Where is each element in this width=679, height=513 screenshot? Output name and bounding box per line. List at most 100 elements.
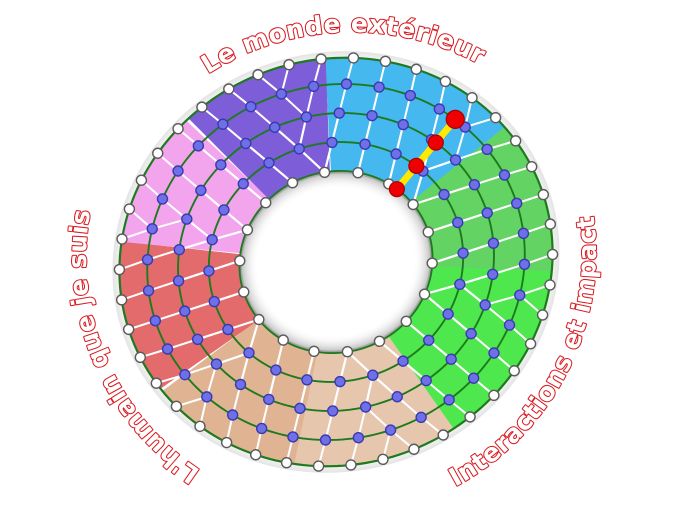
ring-node[interactable] xyxy=(255,422,268,435)
ring-node[interactable] xyxy=(443,394,455,406)
ring-node[interactable] xyxy=(172,275,185,287)
ring-node[interactable] xyxy=(277,334,289,346)
ring-node[interactable] xyxy=(465,327,477,340)
ring-node[interactable] xyxy=(172,122,184,135)
ring-node[interactable] xyxy=(269,121,281,133)
ring-node[interactable] xyxy=(283,58,295,71)
ring-node[interactable] xyxy=(422,226,434,238)
ring-node[interactable] xyxy=(466,92,478,104)
ring-node[interactable] xyxy=(270,364,282,376)
ring-node[interactable] xyxy=(415,411,427,423)
ring-node[interactable] xyxy=(503,319,516,331)
ring-node[interactable] xyxy=(452,216,464,229)
ring-node[interactable] xyxy=(546,248,559,261)
ring-node[interactable] xyxy=(359,401,372,413)
ring-node[interactable] xyxy=(544,279,556,291)
ring-node[interactable] xyxy=(293,143,305,155)
ring-node[interactable] xyxy=(312,460,325,472)
ring-node[interactable] xyxy=(498,169,511,181)
ring-node[interactable] xyxy=(442,308,454,320)
ring-node[interactable] xyxy=(203,265,215,277)
ring-node[interactable] xyxy=(237,178,249,190)
ring-node[interactable] xyxy=(287,431,299,443)
ring-node[interactable] xyxy=(252,69,264,81)
ring-node[interactable] xyxy=(508,365,520,377)
highlight-node-3[interactable] xyxy=(445,109,465,129)
ring-node[interactable] xyxy=(134,351,147,364)
ring-node[interactable] xyxy=(238,286,250,298)
ring-node[interactable] xyxy=(404,89,417,102)
ring-node[interactable] xyxy=(536,309,549,321)
ring-node[interactable] xyxy=(487,237,500,249)
ring-node[interactable] xyxy=(142,284,155,297)
ring-node[interactable] xyxy=(234,255,246,267)
ring-node[interactable] xyxy=(373,335,386,347)
ring-node[interactable] xyxy=(215,159,227,171)
ring-node[interactable] xyxy=(241,224,254,236)
ring-node[interactable] xyxy=(437,429,449,441)
ring-node[interactable] xyxy=(179,368,191,381)
ring-node[interactable] xyxy=(170,400,183,413)
ring-node[interactable] xyxy=(123,203,136,215)
ring-node[interactable] xyxy=(438,188,450,201)
ring-node[interactable] xyxy=(525,160,538,173)
ring-node[interactable] xyxy=(341,346,354,358)
ring-node[interactable] xyxy=(524,338,537,350)
ring-node[interactable] xyxy=(301,374,313,386)
highlight-node-2[interactable] xyxy=(427,134,444,151)
ring-node[interactable] xyxy=(359,138,371,150)
ring-node[interactable] xyxy=(222,323,234,336)
ring-node[interactable] xyxy=(537,188,550,201)
ring-node[interactable] xyxy=(517,227,530,240)
ring-node[interactable] xyxy=(487,268,499,281)
ring-node[interactable] xyxy=(400,315,412,328)
ring-node[interactable] xyxy=(367,369,379,381)
ring-node[interactable] xyxy=(210,358,223,370)
highlight-node-0[interactable] xyxy=(388,181,405,198)
ring-node[interactable] xyxy=(479,299,491,311)
ring-node[interactable] xyxy=(172,165,184,177)
ring-node[interactable] xyxy=(352,167,364,179)
ring-node[interactable] xyxy=(294,402,306,415)
ring-node[interactable] xyxy=(544,218,557,230)
ring-node[interactable] xyxy=(191,333,204,345)
ring-node[interactable] xyxy=(467,372,480,384)
ring-node[interactable] xyxy=(426,257,438,269)
ring-node[interactable] xyxy=(449,154,462,166)
ring-node[interactable] xyxy=(377,453,389,466)
ring-node[interactable] xyxy=(464,411,476,423)
ring-node[interactable] xyxy=(280,456,293,469)
ring-node[interactable] xyxy=(116,233,128,245)
ring-node[interactable] xyxy=(347,52,360,64)
ring-node[interactable] xyxy=(397,355,409,367)
ring-node[interactable] xyxy=(307,80,320,93)
ring-node[interactable] xyxy=(488,389,500,401)
ring-node[interactable] xyxy=(226,409,239,421)
ring-node[interactable] xyxy=(149,315,162,327)
ring-node[interactable] xyxy=(234,378,247,391)
ring-node[interactable] xyxy=(181,213,193,225)
ring-node[interactable] xyxy=(333,107,345,119)
ring-node[interactable] xyxy=(326,136,338,149)
ring-node[interactable] xyxy=(208,295,220,308)
ring-node[interactable] xyxy=(218,204,230,216)
ring-node[interactable] xyxy=(315,53,327,65)
ring-node[interactable] xyxy=(275,88,288,100)
ring-node[interactable] xyxy=(240,137,252,150)
ring-node[interactable] xyxy=(192,140,205,152)
ring-node[interactable] xyxy=(373,81,385,93)
ring-node[interactable] xyxy=(379,55,392,68)
ring-node[interactable] xyxy=(286,177,299,189)
ring-node[interactable] xyxy=(345,459,357,471)
ring-node[interactable] xyxy=(509,135,522,147)
ring-node[interactable] xyxy=(433,103,446,115)
ring-node[interactable] xyxy=(327,405,339,417)
ring-node[interactable] xyxy=(489,111,502,124)
ring-node[interactable] xyxy=(245,100,257,113)
ring-node[interactable] xyxy=(468,178,481,191)
ring-node[interactable] xyxy=(308,345,320,357)
ring-node[interactable] xyxy=(488,347,500,359)
ring-node[interactable] xyxy=(340,78,353,90)
ring-node[interactable] xyxy=(514,289,526,301)
ring-node[interactable] xyxy=(300,111,313,123)
